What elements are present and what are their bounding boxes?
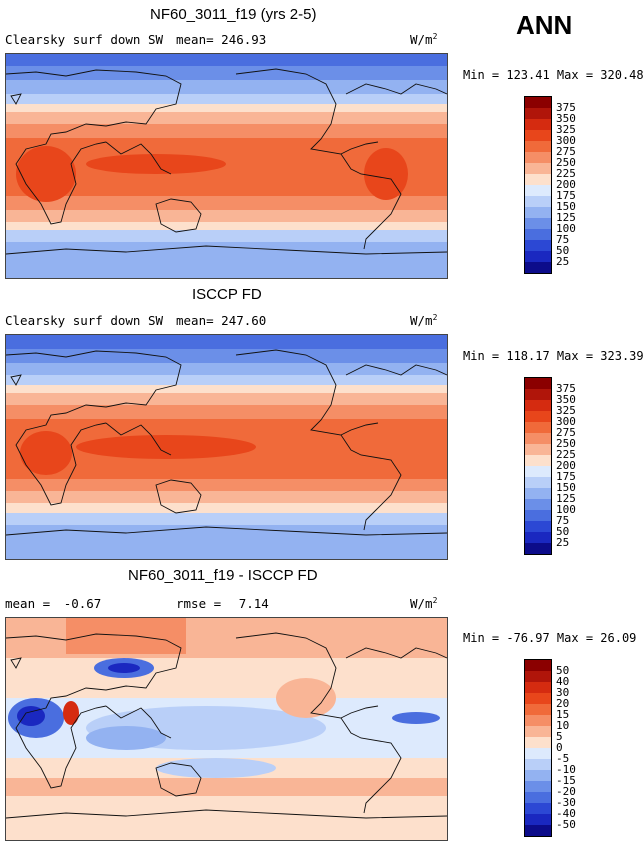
panel2-colorbar-tick: 175 [556,470,576,483]
panel1-colorbar-tick: 250 [556,156,576,169]
panel1-colorbar-tick: 225 [556,167,576,180]
panel3-colorbar-tick: 50 [556,664,570,677]
panel1-title: NF60_3011_f19 (yrs 2-5) [150,6,317,23]
panel2-colorbar-tick: 275 [556,426,576,439]
panel1-colorbar-tick: 275 [556,145,576,158]
panel2-colorbar-tick: 150 [556,481,576,494]
panel1-colorbar-tick: 150 [556,200,576,213]
panel3-rmse-label: rmse = [176,596,222,611]
panel3-colorbar-tick: 20 [556,697,570,710]
panel1-bands [6,54,447,278]
panel1-units-sup: 2 [432,32,438,41]
panel3-colorbar-tick: 30 [556,686,570,699]
panel3-mean: mean = -0.67 [5,596,101,611]
panel2-map [5,334,448,560]
panel1-colorbar-tick: 125 [556,211,576,224]
panel1-minmax: Min = 123.41 Max = 320.48 [463,68,643,82]
panel2-colorbar-tick: 350 [556,393,576,406]
panel3-coastlines [6,632,447,819]
panel3-colorbar-tick: -15 [556,774,576,787]
panel3-colorbar-tick: 10 [556,719,570,732]
panel3-colorbar-tick: 40 [556,675,570,688]
panel1-colorbar-tick: 25 [556,255,570,268]
panel2-colorbar-tick: 75 [556,514,570,527]
season-label: ANN [516,10,573,40]
panel3-units: W/m2 [410,596,437,611]
panel3-colorbar-tick: -50 [556,818,576,831]
panel2-mean: mean= 247.60 [176,313,266,328]
panel3-colorbar-tick: -5 [556,752,570,765]
panel2-units-text: W/m [410,313,433,329]
panel3-colorbar-tick: -30 [556,796,576,809]
panel1-colorbar-tick: 100 [556,222,576,235]
panel2-colorbar-tick: 100 [556,503,576,516]
panel2-colorbar-tick: 125 [556,492,576,505]
panel2-coastlines [6,349,447,536]
panel1-colorbar-tick: 175 [556,189,576,202]
panel3-map [5,617,448,841]
panel3-fields [6,618,447,840]
panel1-units: W/m2 [410,32,437,47]
panel2-units: W/m2 [410,313,437,328]
panel3-rmse: rmse = 7.14 [176,596,269,611]
panel1-mean-value: 246.93 [221,32,267,47]
panel1-colorbar-tick: 300 [556,134,576,147]
panel1-colorbar-tick: 375 [556,101,576,114]
panel2-colorbar-tick: 25 [556,536,570,549]
panel3-rmse-value: 7.14 [238,596,269,611]
panel3-mean-value: -0.67 [63,596,102,611]
panel1-mean-label: mean= [176,32,214,47]
panel1-units-text: W/m [410,32,433,48]
panel3-colorbar-tick: 5 [556,730,563,743]
panel1-colorbar-tick: 350 [556,112,576,125]
panel2-title: ISCCP FD [192,286,262,303]
panel3-title: NF60_3011_f19 - ISCCP FD [128,567,318,584]
panel3-colorbar-tick: -40 [556,807,576,820]
panel1-mean: mean= 246.93 [176,32,266,47]
panel3-minmax: Min = -76.97 Max = 26.09 [463,631,637,645]
panel1-colorbar-tick: 50 [556,244,570,257]
panel1-variable: Clearsky surf down SW [5,32,164,47]
panel3-mean-label: mean = [5,596,51,611]
panel2-colorbar [524,377,552,555]
panel2-bands [6,335,447,559]
panel2-colorbar-tick: 225 [556,448,576,461]
panel2-colorbar-tick: 50 [556,525,570,538]
panel1-colorbar-tick: 200 [556,178,576,191]
panel2-mean-value: 247.60 [221,313,267,328]
panel1-colorbar [524,96,552,274]
panel2-colorbar-tick: 325 [556,404,576,417]
panel2-colorbar-tick: 200 [556,459,576,472]
panel1-map [5,53,448,279]
panel3-colorbar-tick: -10 [556,763,576,776]
panel3-colorbar-tick: 15 [556,708,570,721]
panel2-colorbar-tick: 250 [556,437,576,450]
panel1-colorbar-tick: 325 [556,123,576,136]
panel1-coastlines [6,68,447,255]
panel3-units-text: W/m [410,596,433,612]
panel2-units-sup: 2 [432,313,438,322]
panel2-variable: Clearsky surf down SW [5,313,164,328]
panel2-mean-label: mean= [176,313,214,328]
panel3-colorbar-tick: 0 [556,741,563,754]
panel3-colorbar [524,659,552,837]
panel2-colorbar-tick: 300 [556,415,576,428]
panel1-colorbar-tick: 75 [556,233,570,246]
panel2-minmax: Min = 118.17 Max = 323.39 [463,349,643,363]
panel3-units-sup: 2 [432,596,438,605]
panel3-colorbar-tick: -20 [556,785,576,798]
panel2-colorbar-tick: 375 [556,382,576,395]
